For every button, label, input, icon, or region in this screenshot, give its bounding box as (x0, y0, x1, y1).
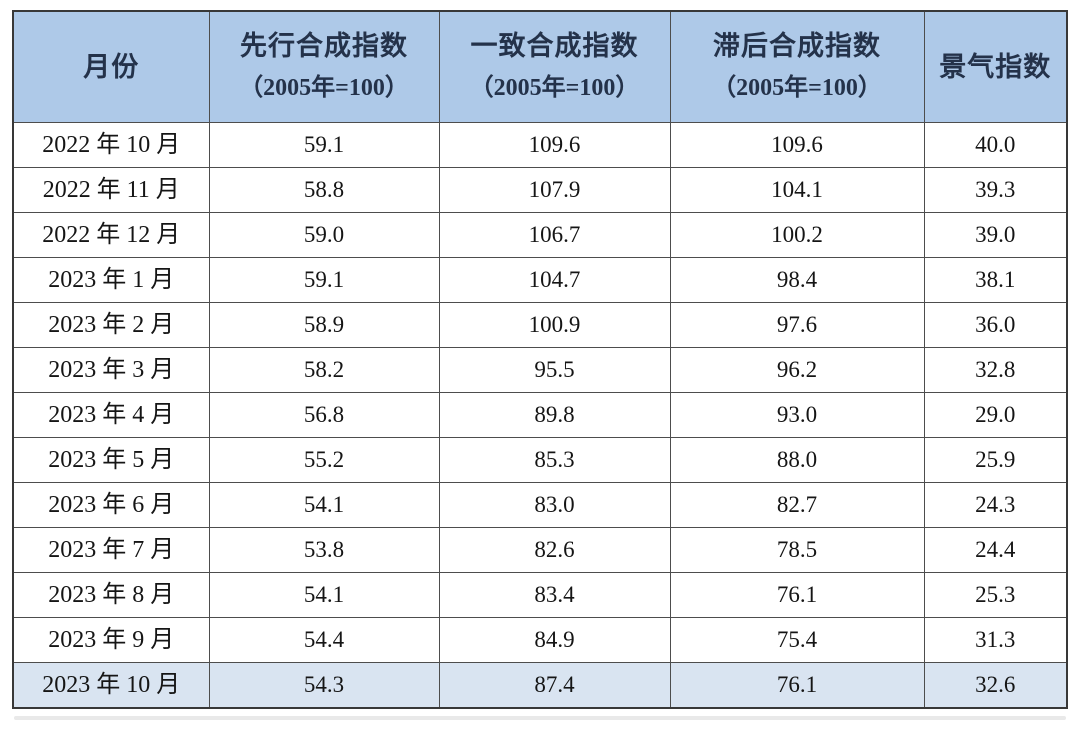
month-cell: 2023 年 5 月 (12, 437, 210, 483)
month-cell: 2023 年 6 月 (12, 482, 210, 528)
prosperity-index-cell: 32.6 (923, 662, 1068, 709)
economic-index-table: 月份 先行合成指数 （2005年=100） 一致合成指数 （2005年=100） 滞后合成… (12, 10, 1068, 709)
coincident-index-cell: 107.9 (438, 167, 671, 213)
leading-index-cell: 54.3 (208, 662, 440, 709)
leading-index-cell: 59.1 (208, 122, 440, 168)
prosperity-index-cell: 36.0 (923, 302, 1068, 348)
coincident-index-cell: 100.9 (438, 302, 671, 348)
month-cell: 2023 年 1 月 (12, 257, 210, 303)
column-header-coincident: 一致合成指数 （2005年=100） (438, 10, 671, 123)
month-cell: 2023 年 10 月 (12, 662, 210, 709)
table-row: 2022 年 10 月 59.1 109.6 109.6 40.0 (12, 122, 1068, 168)
prosperity-index-cell: 40.0 (923, 122, 1068, 168)
table-row: 2023 年 3 月 58.2 95.5 96.2 32.8 (12, 347, 1068, 393)
coincident-index-cell: 95.5 (438, 347, 671, 393)
month-cell: 2022 年 11 月 (12, 167, 210, 213)
prosperity-index-cell: 24.4 (923, 527, 1068, 573)
month-cell: 2022 年 10 月 (12, 122, 210, 168)
column-header-sublabel: （2005年=100） (712, 75, 882, 101)
month-cell: 2023 年 3 月 (12, 347, 210, 393)
table-row: 2023 年 9 月 54.4 84.9 75.4 31.3 (12, 617, 1068, 663)
prosperity-index-cell: 32.8 (923, 347, 1068, 393)
table-row: 2023 年 5 月 55.2 85.3 88.0 25.9 (12, 437, 1068, 483)
month-cell: 2023 年 8 月 (12, 572, 210, 618)
table-row: 2023 年 1 月 59.1 104.7 98.4 38.1 (12, 257, 1068, 303)
lagging-index-cell: 104.1 (669, 167, 925, 213)
header-row: 月份 先行合成指数 （2005年=100） 一致合成指数 （2005年=100） 滞后合成… (12, 10, 1068, 123)
column-header-label: 一致合成指数 (470, 31, 639, 61)
coincident-index-cell: 106.7 (438, 212, 671, 258)
table-row: 2022 年 11 月 58.8 107.9 104.1 39.3 (12, 167, 1068, 213)
table-row: 2023 年 6 月 54.1 83.0 82.7 24.3 (12, 482, 1068, 528)
lagging-index-cell: 78.5 (669, 527, 925, 573)
month-cell: 2022 年 12 月 (12, 212, 210, 258)
leading-index-cell: 54.4 (208, 617, 440, 663)
leading-index-cell: 53.8 (208, 527, 440, 573)
column-header-label: 景气指数 (939, 52, 1052, 82)
leading-index-cell: 56.8 (208, 392, 440, 438)
coincident-index-cell: 82.6 (438, 527, 671, 573)
prosperity-index-cell: 31.3 (923, 617, 1068, 663)
table-header: 月份 先行合成指数 （2005年=100） 一致合成指数 （2005年=100） 滞后合成… (12, 10, 1068, 123)
lagging-index-cell: 109.6 (669, 122, 925, 168)
leading-index-cell: 55.2 (208, 437, 440, 483)
table-body: 2022 年 10 月 59.1 109.6 109.6 40.0 2022 年 11 月… (12, 122, 1068, 709)
coincident-index-cell: 104.7 (438, 257, 671, 303)
prosperity-index-cell: 25.3 (923, 572, 1068, 618)
leading-index-cell: 54.1 (208, 482, 440, 528)
prosperity-index-cell: 38.1 (923, 257, 1068, 303)
leading-index-cell: 59.0 (208, 212, 440, 258)
coincident-index-cell: 89.8 (438, 392, 671, 438)
prosperity-index-cell: 39.0 (923, 212, 1068, 258)
coincident-index-cell: 109.6 (438, 122, 671, 168)
coincident-index-cell: 87.4 (438, 662, 671, 709)
column-header-sublabel: （2005年=100） (469, 75, 640, 101)
column-header-label: 先行合成指数 (240, 31, 408, 61)
prosperity-index-cell: 29.0 (923, 392, 1068, 438)
lagging-index-cell: 93.0 (669, 392, 925, 438)
leading-index-cell: 54.1 (208, 572, 440, 618)
table-row: 2023 年 8 月 54.1 83.4 76.1 25.3 (12, 572, 1068, 618)
month-cell: 2023 年 2 月 (12, 302, 210, 348)
month-cell: 2023 年 9 月 (12, 617, 210, 663)
leading-index-cell: 58.2 (208, 347, 440, 393)
lagging-index-cell: 98.4 (669, 257, 925, 303)
column-header-lagging: 滞后合成指数 （2005年=100） (669, 10, 925, 123)
lagging-index-cell: 100.2 (669, 212, 925, 258)
lagging-index-cell: 82.7 (669, 482, 925, 528)
coincident-index-cell: 84.9 (438, 617, 671, 663)
month-cell: 2023 年 7 月 (12, 527, 210, 573)
lagging-index-cell: 88.0 (669, 437, 925, 483)
column-header-leading: 先行合成指数 （2005年=100） (208, 10, 440, 123)
table-row: 2023 年 7 月 53.8 82.6 78.5 24.4 (12, 527, 1068, 573)
column-header-sublabel: （2005年=100） (239, 75, 409, 101)
table-row: 2022 年 12 月 59.0 106.7 100.2 39.0 (12, 212, 1068, 258)
coincident-index-cell: 83.4 (438, 572, 671, 618)
month-cell: 2023 年 4 月 (12, 392, 210, 438)
table-row: 2023 年 4 月 56.8 89.8 93.0 29.0 (12, 392, 1068, 438)
leading-index-cell: 58.8 (208, 167, 440, 213)
prosperity-index-cell: 39.3 (923, 167, 1068, 213)
prosperity-index-cell: 24.3 (923, 482, 1068, 528)
table-bottom-shadow (14, 716, 1066, 720)
column-header-month: 月份 (12, 10, 210, 123)
lagging-index-cell: 97.6 (669, 302, 925, 348)
leading-index-cell: 58.9 (208, 302, 440, 348)
table-row: 2023 年 10 月 54.3 87.4 76.1 32.6 (12, 662, 1068, 709)
coincident-index-cell: 85.3 (438, 437, 671, 483)
leading-index-cell: 59.1 (208, 257, 440, 303)
column-header-label: 滞后合成指数 (713, 31, 881, 61)
lagging-index-cell: 96.2 (669, 347, 925, 393)
lagging-index-cell: 75.4 (669, 617, 925, 663)
prosperity-index-cell: 25.9 (923, 437, 1068, 483)
column-header-label: 月份 (83, 52, 140, 82)
coincident-index-cell: 83.0 (438, 482, 671, 528)
lagging-index-cell: 76.1 (669, 572, 925, 618)
column-header-prosperity: 景气指数 (923, 10, 1068, 123)
lagging-index-cell: 76.1 (669, 662, 925, 709)
table-row: 2023 年 2 月 58.9 100.9 97.6 36.0 (12, 302, 1068, 348)
